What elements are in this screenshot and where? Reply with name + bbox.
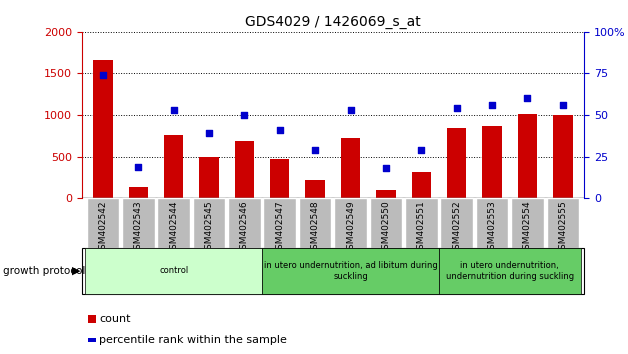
Bar [439,248,580,294]
Bar [270,159,290,198]
Text: GSM402549: GSM402549 [346,200,355,255]
Text: GSM402543: GSM402543 [134,200,143,255]
Point [168,107,178,113]
Text: GSM402544: GSM402544 [169,200,178,255]
Text: GSM402548: GSM402548 [311,200,320,255]
Text: GSM402553: GSM402553 [487,200,497,255]
Text: GSM402547: GSM402547 [275,200,284,255]
Bar [193,198,225,248]
Bar [517,114,537,198]
Bar [164,135,183,198]
Text: percentile rank within the sample: percentile rank within the sample [99,335,287,345]
Bar [440,198,473,248]
Bar [341,138,360,198]
Text: GSM402554: GSM402554 [523,200,532,255]
Point [487,102,497,108]
Bar [299,198,332,248]
Bar [93,60,112,198]
Point [416,147,426,153]
Bar [370,198,402,248]
Bar [129,187,148,198]
Text: growth protocol: growth protocol [3,266,85,276]
Bar [305,180,325,198]
Bar [199,156,219,198]
Text: in utero undernutrition,
undernutrition during suckling: in utero undernutrition, undernutrition … [446,261,574,280]
Point [133,164,143,170]
Text: GSM402550: GSM402550 [381,200,391,255]
Point [239,112,249,118]
Text: control: control [159,266,188,275]
Bar [376,189,396,198]
Text: GSM402546: GSM402546 [240,200,249,255]
Bar [262,248,439,294]
Bar [235,141,254,198]
Title: GDS4029 / 1426069_s_at: GDS4029 / 1426069_s_at [245,16,421,29]
Point [452,105,462,111]
Text: in utero undernutrition, ad libitum during
suckling: in utero undernutrition, ad libitum duri… [264,261,438,280]
Bar [87,198,119,248]
Text: GSM402545: GSM402545 [205,200,214,255]
Point [98,72,108,78]
Bar [122,198,154,248]
Bar [447,128,467,198]
Text: count: count [99,314,131,324]
Point [310,147,320,153]
Text: GSM402552: GSM402552 [452,200,461,255]
Point [204,131,214,136]
Point [381,165,391,171]
Bar [476,198,508,248]
Bar [546,198,579,248]
Bar [511,198,544,248]
Bar [482,126,502,198]
Text: GSM402555: GSM402555 [558,200,567,255]
Bar [334,198,367,248]
Text: ▶: ▶ [72,266,81,276]
Bar [405,198,438,248]
Text: GSM402551: GSM402551 [417,200,426,255]
Bar [85,248,262,294]
Point [345,107,355,113]
Bar [411,172,431,198]
Point [522,96,533,101]
Bar [553,115,573,198]
Text: GSM402542: GSM402542 [99,200,107,255]
Bar [228,198,261,248]
Point [274,127,284,133]
Bar [264,198,296,248]
Bar [158,198,190,248]
Point [558,102,568,108]
